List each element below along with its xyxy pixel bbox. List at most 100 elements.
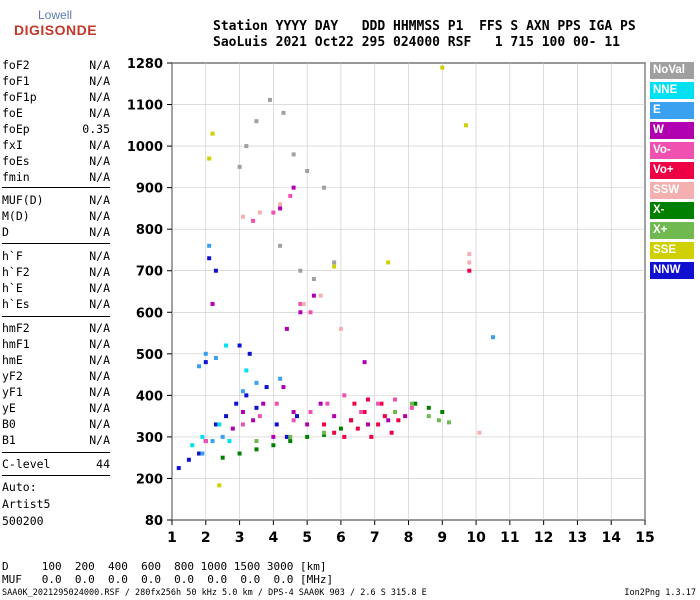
y-tick-label: 80 [145, 514, 163, 529]
data-point-nnw [284, 434, 289, 439]
c-level-value: 44 [96, 457, 110, 471]
data-point-w [284, 326, 289, 331]
data-point-x [254, 447, 259, 452]
x-tick-label: 4 [268, 530, 278, 546]
param-row-foep: foEp 0.35 [2, 121, 110, 137]
param-row-ye: yE N/A [2, 400, 110, 416]
data-point-ssw [278, 202, 283, 207]
data-point-sse [440, 65, 445, 70]
auto-artist: Artist5 [2, 497, 51, 511]
x-tick-label: 13 [568, 530, 587, 546]
muf-row: MUF 0.0 0.0 0.0 0.0 0.0 0.0 0.0 0.0 [MHz… [2, 573, 334, 586]
data-point-nnw [274, 422, 279, 427]
data-point-vo [362, 409, 367, 414]
data-point-vo [365, 397, 370, 402]
data-point-noval [254, 119, 259, 124]
data-point-w [271, 434, 276, 439]
separator [2, 187, 110, 188]
data-point-vo [291, 418, 296, 423]
data-point-vo [355, 426, 360, 431]
param-row-hme: hmE N/A [2, 352, 110, 368]
data-point-x [413, 401, 418, 406]
logo-digisonde-text: DIGISONDE [14, 22, 98, 38]
x-tick-label: 14 [601, 530, 621, 546]
y-tick-label: 400 [136, 389, 163, 404]
distance-row: D 100 200 400 600 800 1000 1500 3000 [km… [2, 560, 327, 573]
data-point-nnw [264, 385, 269, 390]
data-point-vo [325, 401, 330, 406]
data-point-noval [244, 144, 249, 149]
data-point-nnw [176, 466, 181, 471]
data-point-nnw [224, 414, 229, 419]
y-tick-label: 500 [136, 348, 163, 363]
data-point-x [305, 434, 310, 439]
data-point-vo [376, 422, 381, 427]
param-row-foe: foE N/A [2, 105, 110, 121]
header-line-2: SaoLuis 2021 Oct22 295 024000 RSF 1 715 … [213, 35, 620, 50]
y-tick-label: 300 [136, 431, 163, 446]
data-point-nne [224, 343, 229, 348]
data-point-vo [359, 409, 364, 414]
data-point-x [288, 434, 293, 439]
data-point-nnw [197, 451, 202, 456]
data-point-nnw [186, 457, 191, 462]
legend-item-e: E [650, 102, 694, 119]
data-point-w [251, 418, 256, 423]
data-point-vo [251, 218, 256, 223]
param-value: N/A [89, 225, 110, 239]
data-point-vo [322, 422, 327, 427]
data-point-ssw [301, 301, 306, 306]
data-point-vo [392, 397, 397, 402]
param-value: N/A [89, 385, 110, 399]
x-tick-label: 8 [404, 530, 414, 546]
data-point-vo [271, 210, 276, 215]
param-row-b0: B0 N/A [2, 416, 110, 432]
data-point-nnw [203, 360, 208, 365]
data-point-vo [308, 310, 313, 315]
param-value: N/A [89, 337, 110, 351]
param-value: N/A [89, 249, 110, 263]
legend-item-noval: NoVal [650, 62, 694, 79]
data-point-noval [291, 152, 296, 157]
data-point-vo [274, 401, 279, 406]
data-point-x [237, 451, 242, 456]
data-point-ssw [338, 326, 343, 331]
data-point-sse [210, 131, 215, 136]
param-row-hmf1: hmF1 N/A [2, 336, 110, 352]
separator [2, 316, 110, 317]
data-point-sse [332, 264, 337, 269]
param-value: N/A [89, 265, 110, 279]
data-point-noval [311, 277, 316, 282]
data-point-nne [200, 434, 205, 439]
data-point-vo [376, 401, 381, 406]
data-point-ssw [467, 252, 472, 257]
data-point-x [254, 439, 259, 444]
data-point-w [210, 301, 215, 306]
param-name: h`Es [2, 297, 30, 311]
param-value: N/A [89, 401, 110, 415]
param-value: N/A [89, 297, 110, 311]
param-row-fof1p: foF1p N/A [2, 89, 110, 105]
param-name: foF1p [2, 90, 37, 104]
data-point-nnw [207, 256, 212, 261]
param-value: 0.35 [82, 122, 110, 136]
data-point-e [254, 380, 259, 385]
param-name: fxI [2, 138, 23, 152]
header-line-1: Station YYYY DAY DDD HHMMSS P1 FFS S AXN… [213, 19, 636, 34]
legend-item-vo: Vo+ [650, 162, 694, 179]
data-point-nnw [213, 268, 218, 273]
param-value: N/A [89, 90, 110, 104]
data-point-vo [332, 430, 337, 435]
data-point-vo [396, 418, 401, 423]
separator [2, 475, 110, 476]
data-point-noval [278, 243, 283, 248]
data-point-w [318, 401, 323, 406]
y-tick-label: 700 [136, 265, 163, 280]
data-point-nnw [244, 393, 249, 398]
y-tick-label: 200 [136, 472, 163, 487]
data-point-noval [267, 97, 272, 102]
param-row-fmin: fmin N/A [2, 169, 110, 185]
data-point-vo [203, 439, 208, 444]
param-name: hmF1 [2, 337, 30, 351]
